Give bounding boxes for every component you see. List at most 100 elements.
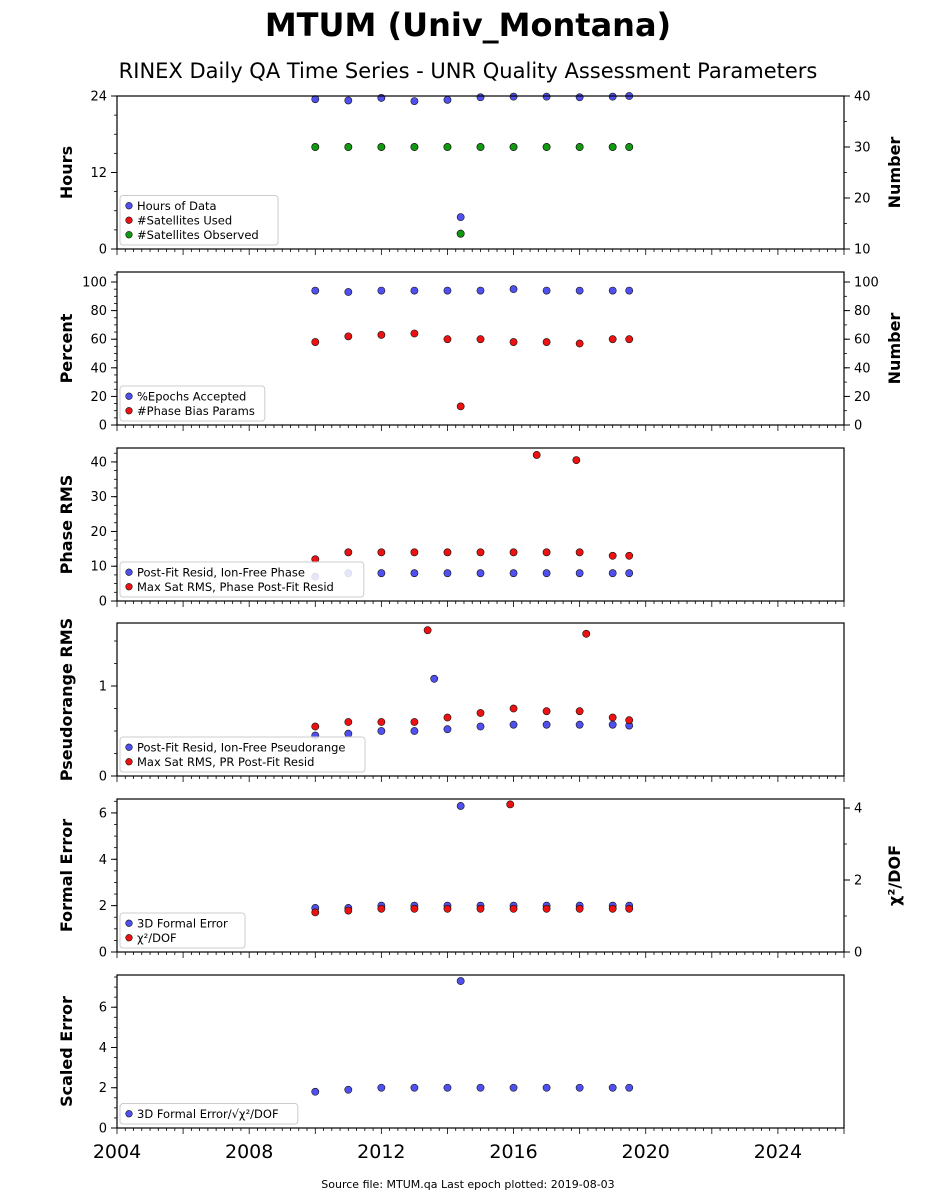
legend-label: χ²/DOF [137,931,177,945]
data-point [476,93,485,102]
data-point [608,904,617,913]
data-point [575,93,584,102]
legend-label: #Satellites Observed [137,228,259,242]
data-point [608,569,617,578]
data-point [410,97,419,105]
data-point [377,143,386,151]
y-right-tick-label: 10 [854,243,871,258]
legend-box [119,736,366,773]
y-right-tick-label: 40 [854,90,871,105]
y-tick-label: 0 [99,770,107,785]
data-point [575,569,584,578]
legend-marker [125,407,133,415]
data-point [509,904,518,913]
data-point [410,727,419,735]
data-point [456,402,465,411]
y-tick-label: 0 [99,595,107,610]
legend-label: Post-Fit Resid, Ion-Free Phase [137,565,305,579]
data-point [572,456,581,465]
data-point [344,729,353,738]
y-right-tick-label: 2 [854,874,862,889]
data-point [509,704,518,713]
data-point [608,720,617,729]
y-tick-label: 20 [90,525,107,540]
data-point [542,286,551,295]
y-axis-label: Hours [57,146,76,199]
data-point [344,143,353,151]
data-point [542,904,551,913]
data-point [542,569,551,578]
y-tick-label: 12 [90,166,107,181]
data-point [377,94,386,102]
x-tick-label: 2008 [225,1141,273,1163]
y-tick-label: 2 [99,899,107,914]
legend-marker [125,934,133,942]
data-point [625,1083,634,1092]
plot-frame [116,798,845,953]
x-tick-label: 2020 [622,1141,670,1163]
data-point [410,904,419,913]
data-point [311,1087,320,1096]
data-point [542,338,551,346]
data-point [377,548,386,557]
data-point [608,92,617,101]
data-point [575,707,584,716]
y-right-tick-label: 60 [854,333,871,348]
x-tick-label: 2004 [93,1141,141,1163]
panel-4: 0 1 Pseudorange RMS Post-Fit Resid, Ion-Fre… [57,618,845,785]
y-right-tick-label: 4 [854,802,862,817]
plot-frame [116,95,845,250]
legend-box [119,561,365,598]
chart-title: MTUM (Univ_Montana) [265,6,671,44]
y-tick-label: 0 [99,1122,107,1137]
legend-label: Max Sat RMS, Phase Post-Fit Resid [137,580,334,594]
data-point [410,143,419,151]
footer-source: Source file: MTUM.qa Last epoch plotted:… [321,1178,614,1191]
data-point [476,569,485,578]
y-tick-label: 4 [99,853,107,868]
y-right-tick-label: 0 [854,419,862,434]
data-point [410,329,419,338]
data-point [443,713,452,722]
data-point [476,722,485,731]
chart-subtitle: RINEX Daily QA Time Series - UNR Quality… [119,59,818,83]
panel-6: 0 2 4 6 Scaled Error 3D Formal Error/√χ²/DOF 2… [57,974,845,1163]
data-point [625,904,634,913]
data-point [377,904,386,913]
legend-label: #Satellites Used [137,213,232,227]
y-tick-label: 30 [90,490,107,505]
x-tick-label: 2016 [489,1141,537,1163]
data-point [456,229,465,238]
y-axis-label: Formal Error [57,819,76,932]
data-point [608,143,617,151]
y-tick-label: 20 [90,390,107,405]
data-point [476,335,485,344]
data-point [377,727,386,735]
data-point [509,285,518,294]
data-point [311,143,320,151]
y-tick-label: 6 [99,1001,107,1016]
data-point [311,722,320,731]
data-point [476,709,485,717]
data-point [582,629,591,638]
panel-2: 0 20 40 60 80 100 0 20 40 60 80 100 Percent Number %Ep… [57,271,904,434]
data-point [509,720,518,729]
data-point [625,569,634,578]
legend-marker [125,231,133,239]
legend-marker [125,758,133,766]
data-point [443,1083,452,1092]
data-point [575,143,584,151]
data-point [608,713,617,722]
data-point [443,725,452,734]
panel-3: 0 10 20 30 40 Phase RMS Post-Fit Resid, Ion-Fr… [57,447,845,610]
y-right-tick-label: 80 [854,304,871,319]
legend: %Epochs Accepted#Phase Bias Params [119,385,266,422]
data-point [542,92,551,101]
data-point [443,143,452,151]
data-point [443,335,452,344]
data-point [311,908,320,917]
legend-box [119,1103,299,1125]
y-tick-label: 6 [99,806,107,821]
